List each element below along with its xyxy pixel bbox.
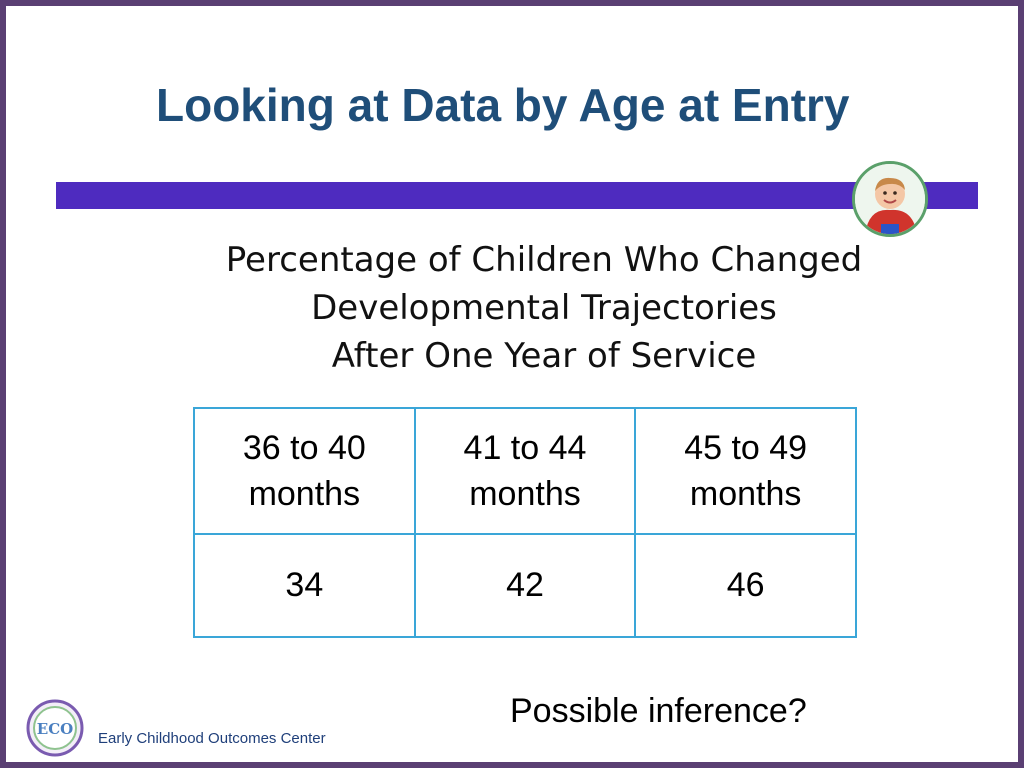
caption-line: Developmental Trajectories [311,288,777,328]
age-data-table: 36 to 40 months 41 to 44 months 45 to 49… [193,407,857,638]
value-cell: 46 [634,533,857,638]
header-range: 36 to 40 [242,429,366,467]
eco-logo-icon: ECO [26,699,84,757]
slide-title: Looking at Data by Age at Entry [156,79,850,131]
footer-org-name: Early Childhood Outcomes Center [98,730,326,747]
header-cell: 45 to 49 months [634,407,857,535]
table-values-row: 34 42 46 [193,533,857,638]
header-cell: 41 to 44 months [413,407,637,535]
header-unit: months [469,475,581,513]
header-unit: months [689,475,802,513]
accent-bar [56,182,978,209]
value-cell: 42 [413,533,637,638]
caption-line: Percentage of Children Who Changed [225,240,863,280]
header-range: 41 to 44 [463,429,587,467]
inference-prompt: Possible inference? [510,692,807,730]
child-photo-icon [852,161,928,237]
logo-text: ECO [37,720,73,738]
table-caption: Percentage of Children Who Changed Devel… [126,236,962,380]
value-cell: 34 [193,533,416,638]
header-range: 45 to 49 [684,429,808,467]
header-unit: months [248,475,361,513]
table-header-row: 36 to 40 months 41 to 44 months 45 to 49… [193,407,857,535]
header-cell: 36 to 40 months [193,407,416,535]
caption-line: After One Year of Service [331,336,757,376]
